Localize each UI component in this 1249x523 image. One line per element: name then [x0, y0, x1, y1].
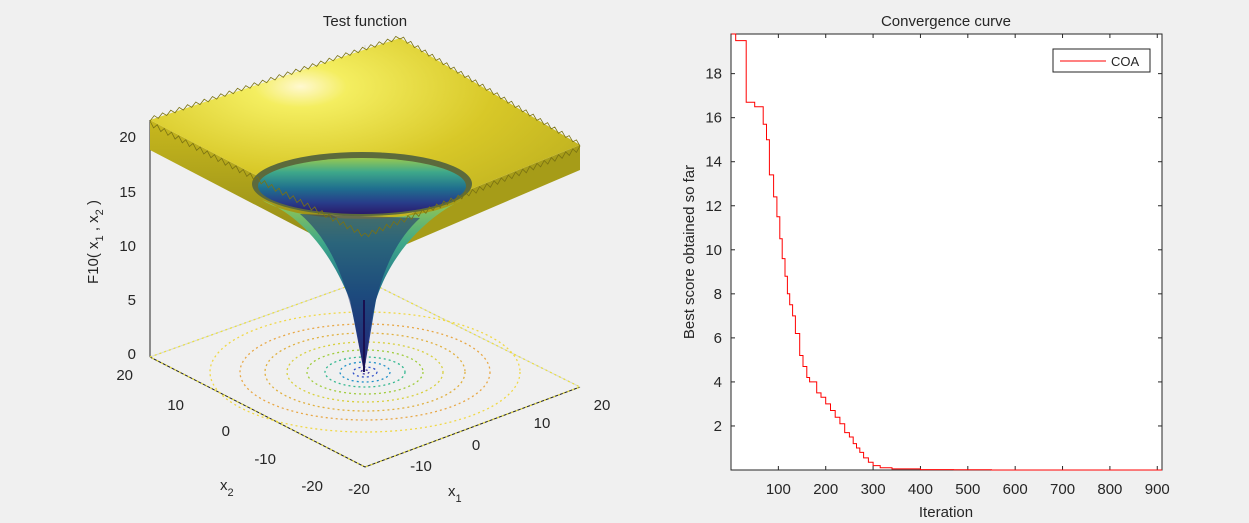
x-axis-label: Iteration [919, 504, 973, 521]
x-tick-label: 900 [1145, 481, 1170, 498]
y-tick-label: 8 [714, 286, 722, 303]
y-axis: 2 4 6 8 10 12 14 16 18 [705, 66, 1162, 435]
x-tick-label: 800 [1097, 481, 1122, 498]
y-tick-label: 16 [705, 110, 722, 127]
x1-axis: -20 -10 0 10 20 [348, 397, 610, 498]
y-tick-label: 14 [705, 154, 722, 171]
x2-tick-label: -20 [301, 478, 323, 495]
y-tick-label: 12 [705, 198, 722, 215]
x-tick-label: 700 [1050, 481, 1075, 498]
surface-mesh [150, 38, 580, 372]
x2-tick-label: 10 [167, 397, 184, 414]
y-tick-label: 4 [714, 374, 722, 391]
x1-axis-label: x1 [448, 483, 462, 505]
x1-tick-label: 20 [594, 397, 611, 414]
convergence-chart: Convergence curve 100 200 300 400 500 600 700 8… [681, 13, 1170, 521]
x-tick-label: 200 [813, 481, 838, 498]
surface-edge [364, 145, 581, 238]
surface-chart: Test function [85, 13, 610, 505]
x2-tick-label: -10 [254, 451, 276, 468]
y-tick-label: 6 [714, 330, 722, 347]
z-axis: 0 5 10 15 20 [119, 129, 136, 363]
surface-edge [149, 35, 401, 122]
z-tick-label: 20 [119, 129, 136, 146]
y-axis-label: Best score obtained so far [681, 165, 698, 339]
y-tick-label: 10 [705, 242, 722, 259]
y-tick-label: 18 [705, 66, 722, 83]
z-tick-label: 5 [128, 292, 136, 309]
x-tick-label: 400 [908, 481, 933, 498]
x1-tick-label: 10 [534, 415, 551, 432]
legend: COA [1052, 48, 1151, 73]
convergence-title: Convergence curve [881, 13, 1011, 30]
z-axis-label: F10( x1 , x2 ) [85, 200, 106, 284]
x2-axis-label: x2 [220, 477, 234, 499]
x-tick-label: 300 [861, 481, 886, 498]
x-axis: 100 200 300 400 500 600 700 800 900 [766, 34, 1170, 498]
surface-edge [149, 120, 366, 237]
surface-title: Test function [323, 13, 407, 30]
series-line-coa [731, 33, 1162, 471]
x2-axis: 20 10 0 -10 -20 [116, 367, 323, 495]
x-tick-label: 500 [955, 481, 980, 498]
plot-area [730, 33, 1163, 471]
x1-tick-label: -20 [348, 481, 370, 498]
x1-tick-label: 0 [472, 437, 480, 454]
surface-edge-texture [149, 35, 581, 238]
surface-edge [399, 36, 581, 147]
z-tick-label: 10 [119, 238, 136, 255]
x-tick-label: 600 [1003, 481, 1028, 498]
y-tick-label: 2 [714, 418, 722, 435]
x2-tick-label: 20 [116, 367, 133, 384]
legend-label: COA [1111, 54, 1140, 69]
x2-tick-label: 0 [222, 423, 230, 440]
z-tick-label: 0 [128, 346, 136, 363]
z-tick-label: 15 [119, 184, 136, 201]
x-tick-label: 100 [766, 481, 791, 498]
x1-tick-label: -10 [410, 458, 432, 475]
